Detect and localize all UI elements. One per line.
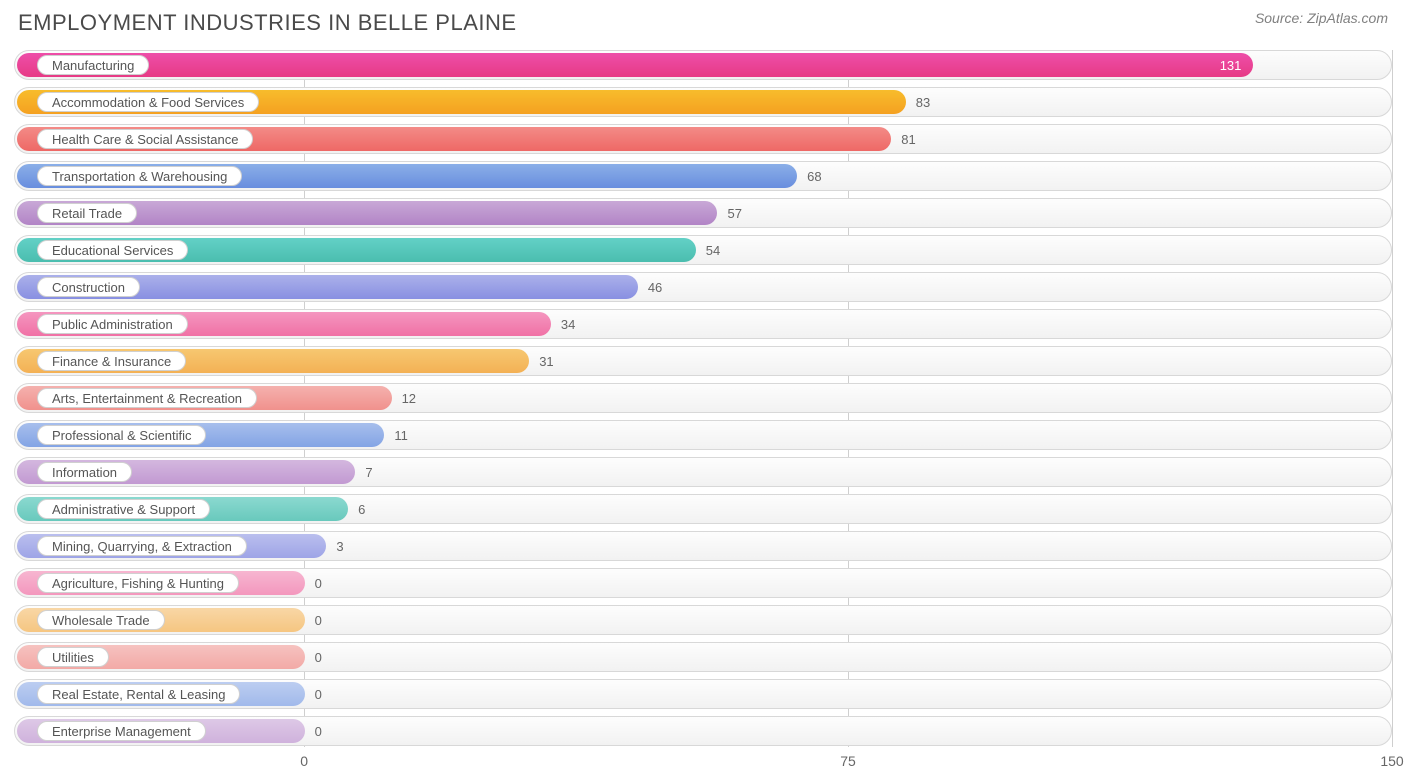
bar-value: 6 [358,495,365,523]
bar-value: 0 [315,717,322,745]
bar-value: 54 [706,236,720,264]
bar-row: Information 7 [14,457,1392,487]
bar-row: Finance & Insurance 31 [14,346,1392,376]
bar-label: Information [37,462,132,482]
bar-label: Construction [37,277,140,297]
bar-label: Accommodation & Food Services [37,92,259,112]
bar-row: Manufacturing 131 [14,50,1392,80]
bar-row: Retail Trade 57 [14,198,1392,228]
bar-value: 0 [315,569,322,597]
bar-value: 3 [336,532,343,560]
bar-label: Public Administration [37,314,188,334]
bar-row: Accommodation & Food Services 83 [14,87,1392,117]
bars-group: Manufacturing 131 Accommodation & Food Ser… [14,50,1392,746]
bar-label: Health Care & Social Assistance [37,129,253,149]
axis-tick-label: 75 [840,753,856,769]
bar-value: 57 [727,199,741,227]
chart-area: Manufacturing 131 Accommodation & Food Ser… [14,50,1392,777]
chart-source: Source: ZipAtlas.com [1255,10,1388,26]
bar-row: Arts, Entertainment & Recreation 12 [14,383,1392,413]
axis-tick-label: 150 [1380,753,1403,769]
bar-row: Educational Services 54 [14,235,1392,265]
bar-row: Agriculture, Fishing & Hunting 0 [14,568,1392,598]
bar-value: 46 [648,273,662,301]
bar-row: Professional & Scientific 11 [14,420,1392,450]
bar-row: Transportation & Warehousing 68 [14,161,1392,191]
bar-value: 0 [315,680,322,708]
chart-container: EMPLOYMENT INDUSTRIES IN BELLE PLAINE So… [0,0,1406,776]
bar-label: Professional & Scientific [37,425,206,445]
bar-row: Mining, Quarrying, & Extraction 3 [14,531,1392,561]
bar-row: Administrative & Support 6 [14,494,1392,524]
chart-header: EMPLOYMENT INDUSTRIES IN BELLE PLAINE So… [14,10,1392,36]
bar-value: 34 [561,310,575,338]
bar-value: 7 [365,458,372,486]
bar-value: 81 [901,125,915,153]
bar-value: 0 [315,643,322,671]
bar-value: 11 [394,421,408,449]
x-axis: 075150 [14,753,1392,777]
gridline [1392,50,1393,747]
bar-label: Retail Trade [37,203,137,223]
bar-value: 31 [539,347,553,375]
bar-label: Mining, Quarrying, & Extraction [37,536,247,556]
bar-label: Real Estate, Rental & Leasing [37,684,240,704]
bar-value: 68 [807,162,821,190]
bar-value: 83 [916,88,930,116]
chart-title: EMPLOYMENT INDUSTRIES IN BELLE PLAINE [18,10,517,36]
bar-label: Administrative & Support [37,499,210,519]
bar-value: 12 [402,384,416,412]
axis-tick-label: 0 [300,753,308,769]
bar-label: Wholesale Trade [37,610,165,630]
bar-row: Health Care & Social Assistance 81 [14,124,1392,154]
bar-row: Real Estate, Rental & Leasing 0 [14,679,1392,709]
bar-label: Educational Services [37,240,188,260]
bar-value: 131 [1220,51,1242,79]
bar-row: Wholesale Trade 0 [14,605,1392,635]
bar-row: Enterprise Management 0 [14,716,1392,746]
bar-label: Arts, Entertainment & Recreation [37,388,257,408]
bar-label: Agriculture, Fishing & Hunting [37,573,239,593]
bar-row: Utilities 0 [14,642,1392,672]
bar-label: Enterprise Management [37,721,206,741]
bar-row: Construction 46 [14,272,1392,302]
bar-fill [17,53,1253,77]
bar-label: Utilities [37,647,109,667]
bar-row: Public Administration 34 [14,309,1392,339]
bar-label: Finance & Insurance [37,351,186,371]
bar-value: 0 [315,606,322,634]
bar-label: Manufacturing [37,55,149,75]
bar-label: Transportation & Warehousing [37,166,242,186]
